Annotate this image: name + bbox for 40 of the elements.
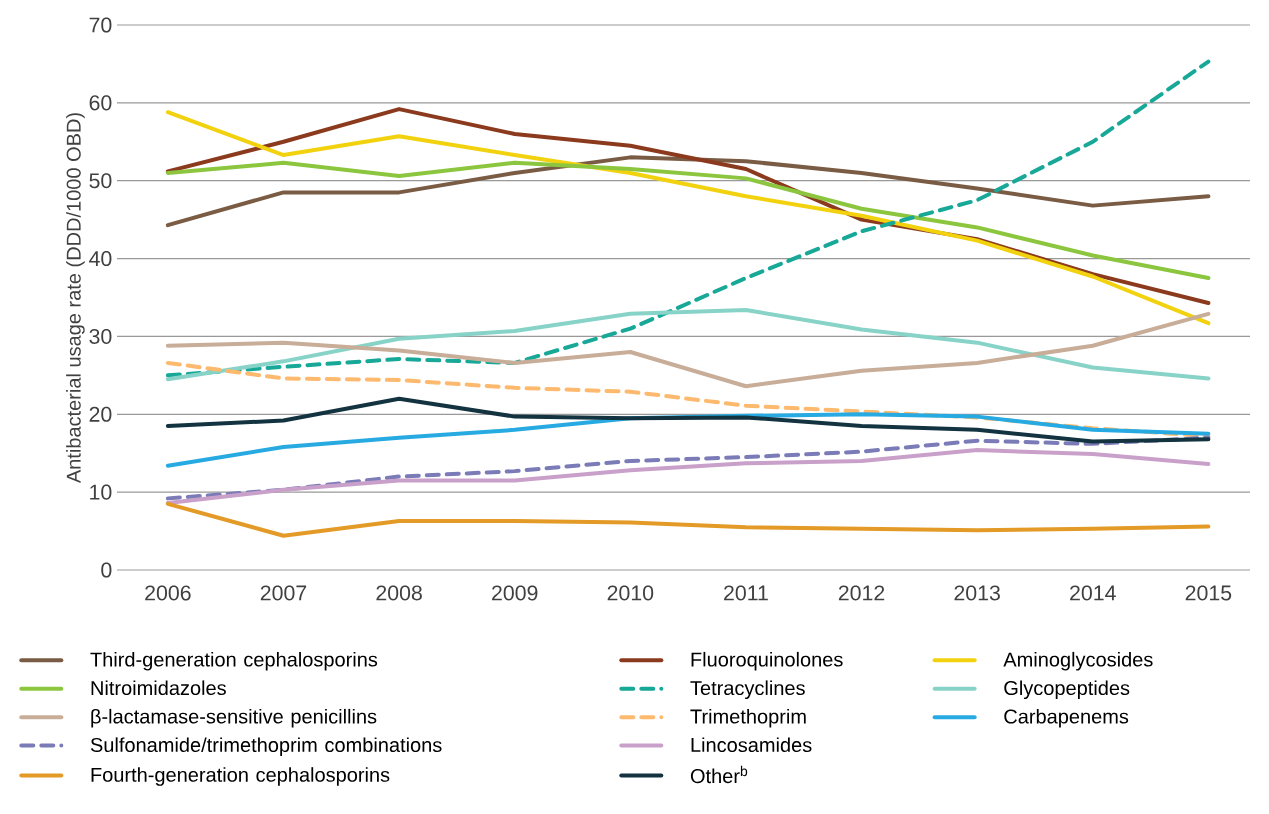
legend-label: β-lactamase-sensitive penicillins (91, 708, 377, 728)
x-tick-label: 2012 (838, 585, 885, 601)
line-series (165, 155, 1211, 228)
y-tick-label: 60 (89, 95, 112, 111)
line-series (165, 448, 1211, 506)
y-tick-label: 0 (101, 562, 112, 578)
legend-label: Aminoglycosides (1003, 651, 1153, 671)
legend-label: Trimethoprim (690, 708, 806, 728)
y-tick-label: 10 (90, 484, 112, 500)
x-tick-label: 2015 (1185, 585, 1232, 601)
x-tick-label: 2008 (376, 585, 422, 601)
x-tick-label: 2011 (724, 585, 768, 601)
x-tick-label: 2009 (492, 585, 538, 601)
legend-label: Fourth-generation cephalosporins (91, 767, 390, 786)
legend-label: Lincosamides (691, 737, 812, 753)
x-tick-label: 2006 (145, 585, 191, 601)
y-tick-label: 50 (89, 173, 112, 189)
y-tick-label: 40 (89, 251, 112, 267)
legend-label: Carbapenems (1004, 708, 1129, 728)
line-series (165, 360, 1211, 439)
line-series (165, 501, 1211, 538)
legend-label: Glycopeptides (1004, 680, 1130, 700)
legend-label: Sulfonamide/trimethoprim combinations (90, 737, 442, 757)
line-series (165, 396, 1211, 444)
y-tick-label: 30 (89, 328, 112, 344)
legend-label: Other$^{b}$ (690, 765, 748, 784)
y-axis-title: Antibacterial usage rate (DDD/1000 OBD) (66, 113, 85, 484)
legend-label: Nitroimidazoles (91, 680, 226, 696)
y-tick-label: 20 (89, 406, 112, 422)
legend-label: Tetracyclines (690, 680, 805, 700)
x-tick-label: 2013 (954, 585, 1000, 601)
legend-label: Fluoroquinolones (691, 651, 843, 671)
legend-label: Third-generation cephalosporins (90, 651, 378, 671)
line-series (165, 435, 1211, 501)
x-tick-label: 2010 (607, 585, 654, 601)
x-tick-label: 2007 (260, 585, 307, 601)
y-tick-label: 70 (89, 17, 112, 33)
line-series (165, 160, 1211, 281)
line-series (165, 59, 1211, 378)
x-tick-label: 2014 (1070, 585, 1116, 601)
